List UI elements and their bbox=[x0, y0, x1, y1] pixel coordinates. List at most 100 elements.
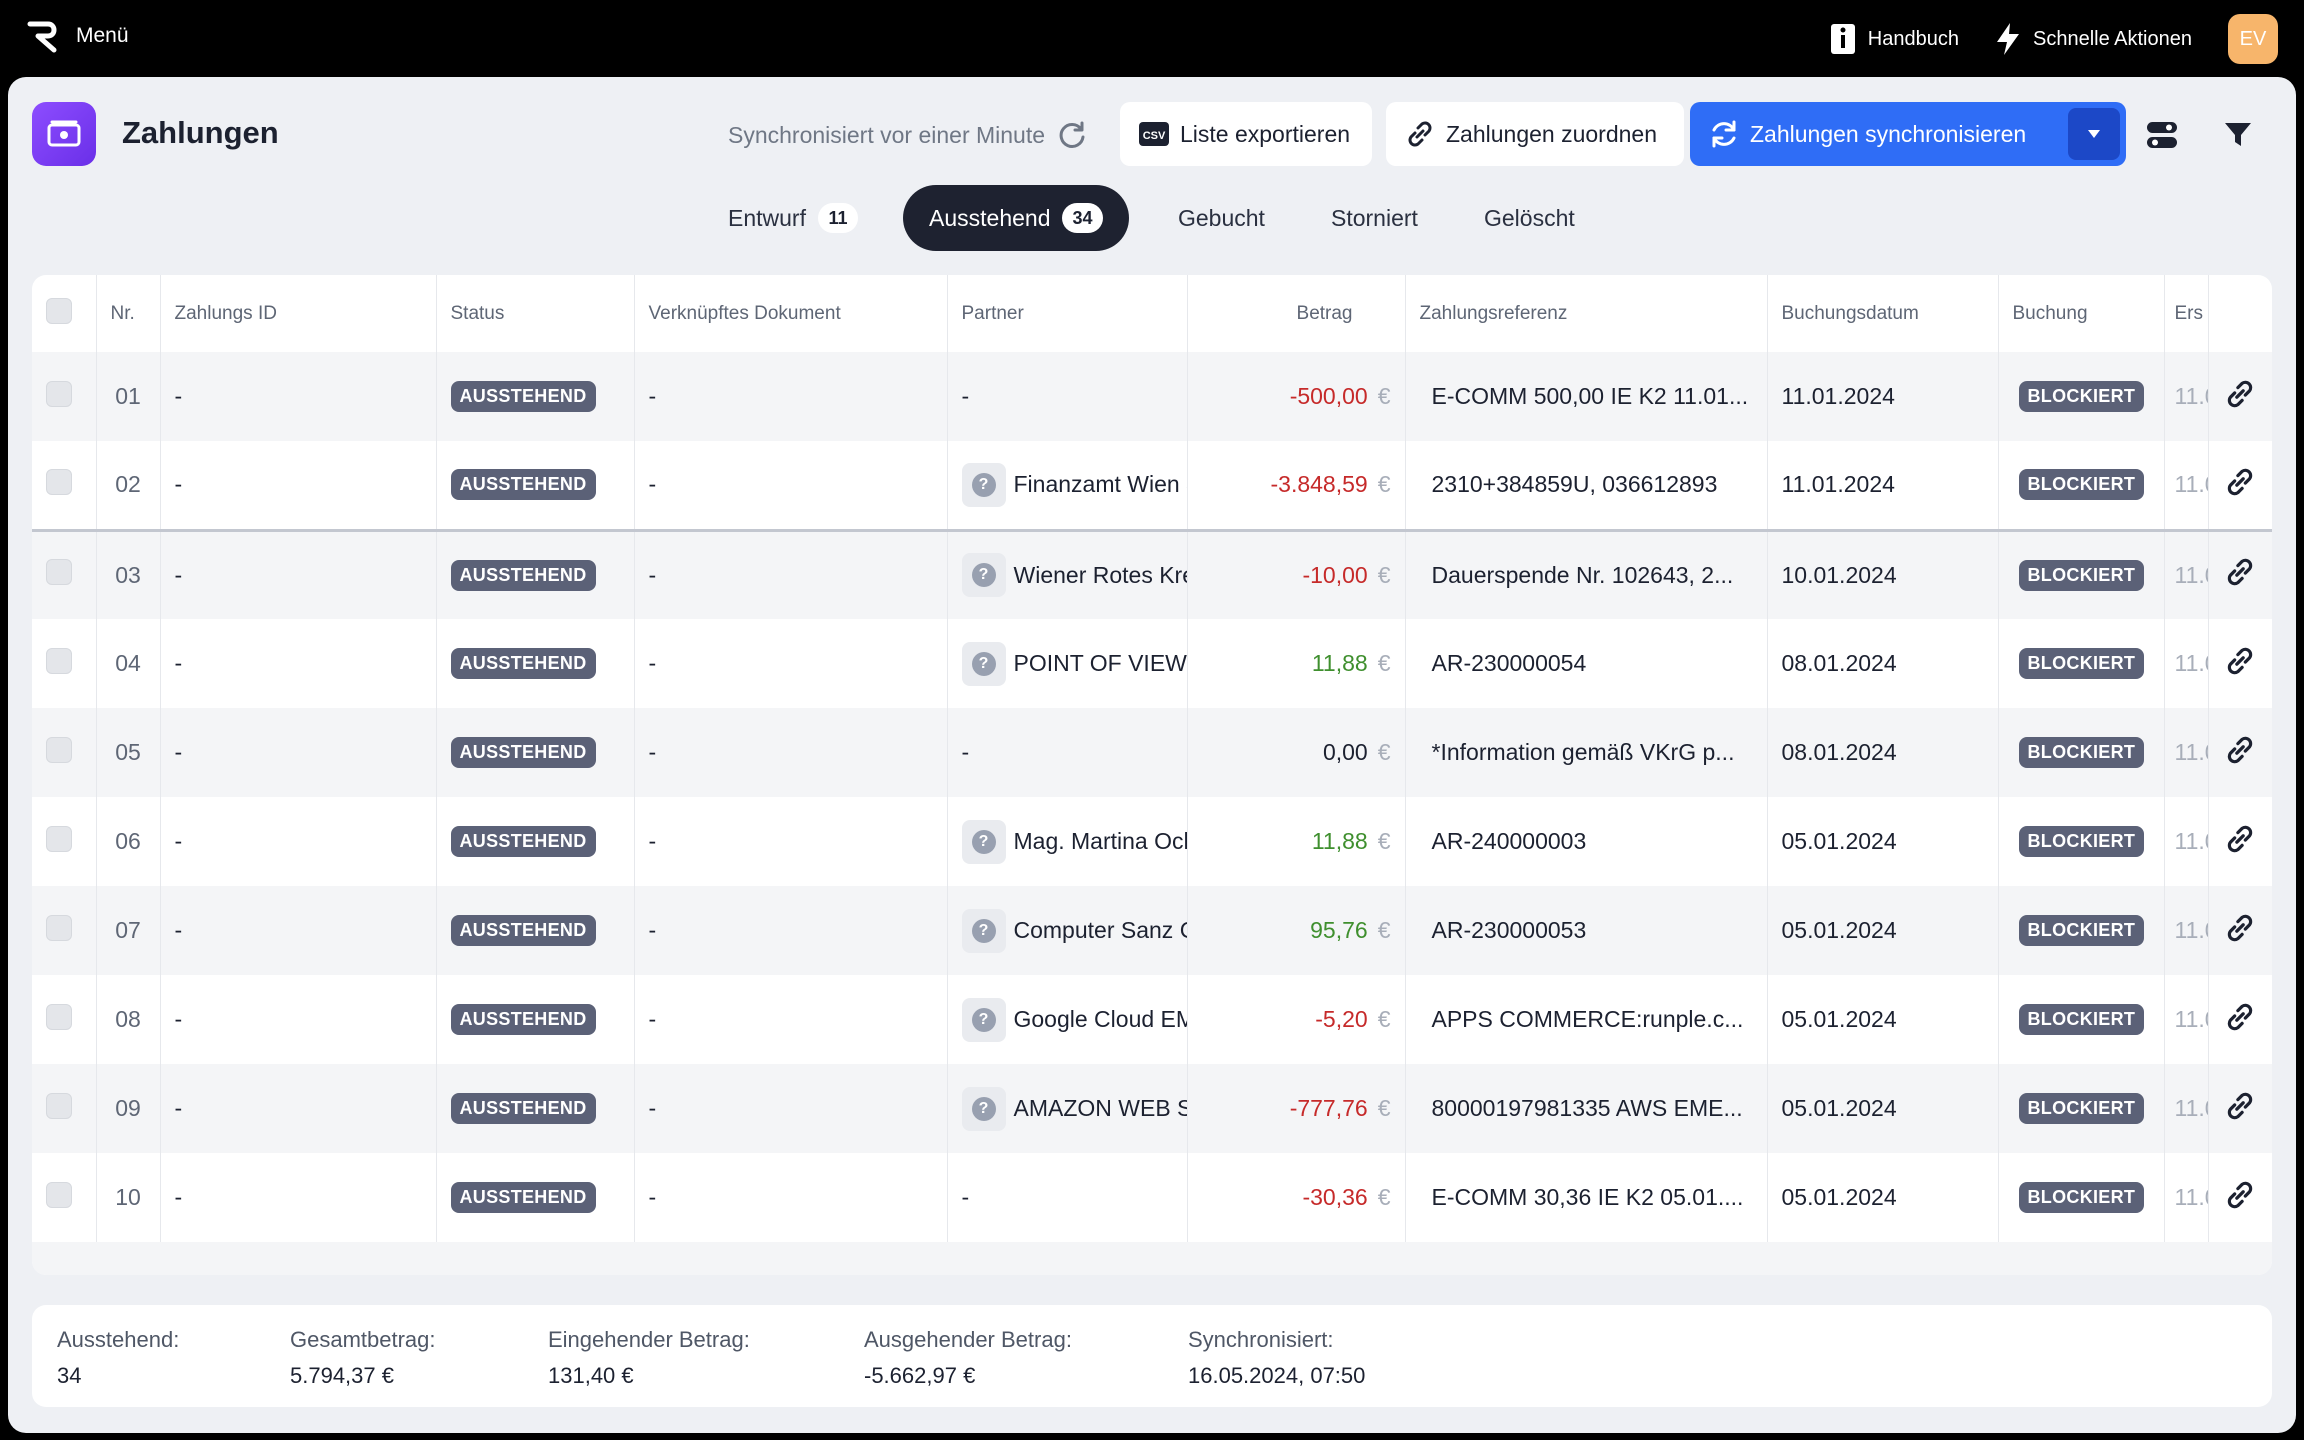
summary-outgoing: Ausgehender Betrag: -5.662,97 € bbox=[864, 1327, 1072, 1389]
lightning-icon bbox=[1996, 23, 2019, 55]
link-action-cell[interactable] bbox=[2208, 708, 2272, 797]
row-select-cell bbox=[32, 975, 97, 1064]
select-all-checkbox[interactable] bbox=[46, 297, 72, 324]
unknown-partner-icon: ? bbox=[961, 641, 1006, 686]
column-header-payment-id[interactable]: Zahlungs ID bbox=[160, 275, 437, 352]
partner-name: Computer Sanz GmbH bbox=[1013, 917, 1187, 943]
menu-button[interactable]: Menü bbox=[26, 18, 129, 54]
payment-id: - bbox=[160, 975, 437, 1064]
filter-icon bbox=[2225, 123, 2251, 146]
booking-date: 05.01.2024 bbox=[1767, 886, 1999, 975]
link-icon bbox=[2227, 647, 2253, 674]
row-checkbox[interactable] bbox=[46, 559, 72, 586]
row-checkbox[interactable] bbox=[46, 736, 72, 763]
table-row[interactable]: 02- AUSSTEHEND -? Finanzamt Wien 3 -3.848,59… bbox=[32, 441, 2272, 530]
link-action-cell[interactable] bbox=[2208, 441, 2272, 530]
column-header-document[interactable]: Verknüpftes Dokument bbox=[634, 275, 948, 352]
partner-name: - bbox=[961, 383, 970, 409]
quick-actions-button[interactable]: Schnelle Aktionen bbox=[1995, 22, 2192, 56]
payment-id: - bbox=[160, 1153, 437, 1242]
payment-reference: E-COMM 30,36 IE K2 05.01.... bbox=[1405, 1153, 1768, 1242]
row-checkbox[interactable] bbox=[46, 825, 72, 852]
table-row[interactable]: 01- AUSSTEHEND - - -500,00 € E-COMM 500,00 IE … bbox=[32, 352, 2272, 441]
table-row[interactable]: 05- AUSSTEHEND - -0,00 € *Information gemäß V… bbox=[32, 708, 2272, 797]
sync-icon bbox=[1712, 120, 1736, 148]
created-date: 11.0 bbox=[2164, 352, 2209, 441]
column-header-status[interactable]: Status bbox=[436, 275, 635, 352]
tab-geloescht[interactable]: Gelöscht bbox=[1484, 185, 1575, 251]
created-date: 11.0 bbox=[2164, 619, 2209, 708]
column-header-partner[interactable]: Partner bbox=[947, 275, 1188, 352]
row-checkbox[interactable] bbox=[46, 380, 72, 407]
filter-button[interactable] bbox=[2218, 115, 2258, 155]
booking-badge: BLOCKIERT bbox=[2018, 469, 2145, 501]
table-row[interactable]: 09-AUSSTEHEND-?AMAZON WEB SERVICES-777,7… bbox=[32, 1064, 2272, 1153]
link-action-cell[interactable] bbox=[2208, 797, 2272, 886]
tab-label: Entwurf bbox=[728, 204, 806, 231]
link-action-cell[interactable] bbox=[2208, 886, 2272, 975]
link-action-cell[interactable] bbox=[2208, 975, 2272, 1064]
column-header-amount[interactable]: Betrag bbox=[1187, 275, 1406, 352]
linked-document: - bbox=[634, 797, 948, 886]
column-settings-button[interactable] bbox=[2142, 115, 2182, 155]
partner-cell-content: ? Wiener Rotes Kreuz bbox=[961, 553, 1186, 598]
table-row[interactable]: 08-AUSSTEHEND-?Google Cloud EMEA-5,20€AP… bbox=[32, 975, 2272, 1064]
row-checkbox[interactable] bbox=[46, 1181, 72, 1208]
link-action-cell[interactable] bbox=[2208, 528, 2272, 619]
row-checkbox[interactable] bbox=[46, 647, 72, 674]
row-checkbox[interactable] bbox=[46, 914, 72, 941]
table-row[interactable]: 04-AUSSTEHEND-?POINT OF VIEW GmbH11,88€A… bbox=[32, 619, 2272, 708]
summary-total: Gesamtbetrag: 5.794,37 € bbox=[290, 1327, 436, 1389]
booking-date: 08.01.2024 bbox=[1767, 708, 1999, 797]
table-row[interactable]: 10- AUSSTEHEND - - -30,36 € E-COMM 30,36 IE K2… bbox=[32, 1153, 2272, 1242]
summary-incoming-value: 131,40 € bbox=[548, 1363, 634, 1388]
table-row[interactable]: 06-AUSSTEHEND-?Mag. Martina Ochs11,88€AR… bbox=[32, 797, 2272, 886]
column-header-reference[interactable]: Zahlungsreferenz bbox=[1405, 275, 1768, 352]
row-select-cell bbox=[32, 708, 97, 797]
tab-label: Gebucht bbox=[1178, 204, 1265, 231]
tab-ausstehend[interactable]: Ausstehend 34 bbox=[903, 185, 1129, 251]
column-header-booking-date[interactable]: Buchungsdatum bbox=[1767, 275, 1999, 352]
booking-cell: BLOCKIERT bbox=[1998, 886, 2165, 975]
link-action-cell[interactable] bbox=[2208, 619, 2272, 708]
link-action-cell[interactable] bbox=[2208, 1153, 2272, 1242]
created-date: 11.0 bbox=[2164, 708, 2209, 797]
summary-synced: Synchronisiert: 16.05.2024, 07:50 bbox=[1188, 1327, 1365, 1389]
partner-cell: ? POINT OF VIEW GmbH bbox=[947, 619, 1188, 708]
summary-total-label: Gesamtbetrag: bbox=[290, 1327, 436, 1352]
tab-gebucht[interactable]: Gebucht bbox=[1178, 185, 1265, 251]
payment-id: - bbox=[160, 528, 437, 619]
payment-reference: 2310+384859U, 036612893 bbox=[1405, 441, 1768, 530]
user-avatar[interactable]: EV bbox=[2228, 14, 2278, 64]
manual-button[interactable]: Handbuch bbox=[1830, 23, 1959, 55]
link-action-cell[interactable] bbox=[2208, 352, 2272, 441]
row-checkbox[interactable] bbox=[46, 1092, 72, 1119]
table-header-row: Nr. Zahlungs ID Status Verknüpftes Dokum… bbox=[32, 275, 2272, 352]
tab-entwurf[interactable]: Entwurf 11 bbox=[728, 185, 858, 251]
row-checkbox[interactable] bbox=[46, 468, 72, 495]
assign-payments-button[interactable]: Zahlungen zuordnen bbox=[1386, 102, 1684, 166]
created-date: 11.0 bbox=[2164, 797, 2209, 886]
row-checkbox[interactable] bbox=[46, 1003, 72, 1030]
booking-date: 05.01.2024 bbox=[1767, 797, 1999, 886]
sync-payments-button[interactable]: Zahlungen synchronisieren bbox=[1690, 102, 2126, 166]
linked-document: - bbox=[634, 1153, 948, 1242]
column-header-booking[interactable]: Buchung bbox=[1998, 275, 2165, 352]
linked-document: - bbox=[634, 352, 948, 441]
payment-reference: 80000197981335 AWS EME... bbox=[1405, 1064, 1768, 1153]
export-list-button[interactable]: CSV Liste exportieren bbox=[1120, 102, 1372, 166]
tab-storniert[interactable]: Storniert bbox=[1331, 185, 1418, 251]
status-cell: AUSSTEHEND bbox=[436, 528, 635, 619]
booking-badge: BLOCKIERT bbox=[2018, 1093, 2145, 1124]
amount-value: 11,88 bbox=[1311, 650, 1368, 676]
booking-cell: BLOCKIERT bbox=[1998, 797, 2165, 886]
column-header-nr[interactable]: Nr. bbox=[96, 275, 161, 352]
table-row[interactable]: 07-AUSSTEHEND-?Computer Sanz GmbH95,76€A… bbox=[32, 886, 2272, 975]
refresh-icon[interactable] bbox=[1057, 120, 1087, 150]
sync-dropdown-toggle[interactable] bbox=[2068, 108, 2120, 160]
link-action-cell[interactable] bbox=[2208, 1064, 2272, 1153]
table-row[interactable]: 03-AUSSTEHEND-?Wiener Rotes Kreuz-10,00€… bbox=[32, 528, 2272, 619]
summary-footer: Ausstehend: 34 Gesamtbetrag: 5.794,37 € … bbox=[32, 1305, 2272, 1407]
created-date: 11.0 bbox=[2164, 528, 2209, 619]
column-header-created[interactable]: Ers bbox=[2164, 275, 2209, 352]
